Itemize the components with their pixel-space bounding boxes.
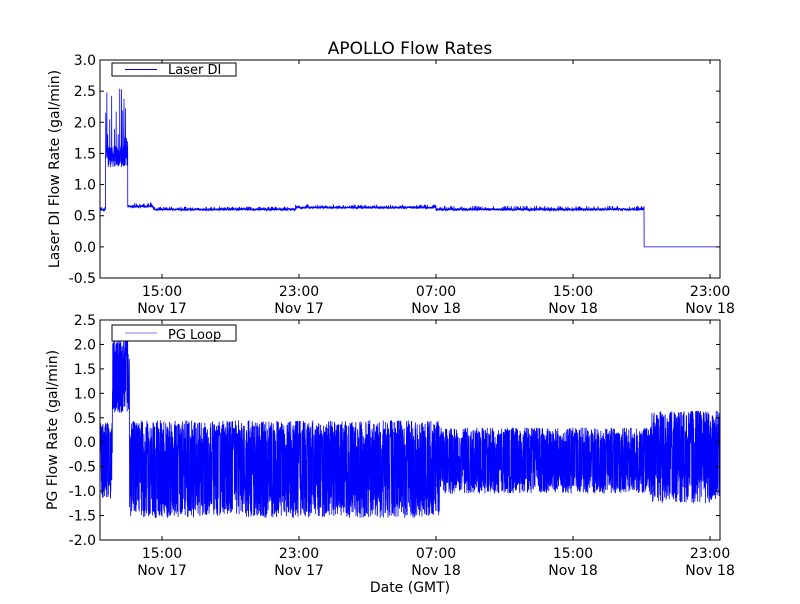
y-tick-label: 1.0 <box>74 386 96 402</box>
axes-frame <box>99 319 721 541</box>
x-tick-label-time: 23:00 <box>279 284 319 300</box>
x-tick-label-time: 23:00 <box>690 284 730 300</box>
y-tick-label: 1.0 <box>74 178 96 194</box>
y-tick-label: -0.5 <box>69 271 96 287</box>
series-line-laser-di <box>100 88 720 248</box>
y-tick-label: 1.5 <box>74 362 96 378</box>
y-tick-label: 2.0 <box>74 337 96 353</box>
x-tick-label-date: Nov 18 <box>685 301 735 317</box>
x-tick-label-date: Nov 18 <box>548 563 598 579</box>
y-axis-label: PG Flow Rate (gal/min) <box>45 350 61 510</box>
series-line-pg-loop <box>100 334 720 518</box>
x-tick-label-date: Nov 18 <box>685 563 735 579</box>
x-axis-label: Date (GMT) <box>370 580 450 596</box>
legend-box <box>111 324 237 342</box>
x-tick-label-time: 07:00 <box>416 546 456 562</box>
y-tick-label: 2.5 <box>74 313 96 329</box>
y-tick-label: -1.5 <box>69 509 96 525</box>
legend-label: PG Loop <box>168 328 221 343</box>
x-tick-label-date: Nov 18 <box>548 301 598 317</box>
x-tick-label-date: Nov 17 <box>137 301 187 317</box>
x-tick-label-time: 23:00 <box>690 546 730 562</box>
legend: PG Loop <box>111 324 237 343</box>
x-tick-label-date: Nov 18 <box>411 563 461 579</box>
y-tick-label: -0.5 <box>69 460 96 476</box>
y-tick-label: 2.5 <box>74 84 96 100</box>
y-tick-label: 3.0 <box>74 53 96 69</box>
y-tick-label: 0.0 <box>74 240 96 256</box>
legend: Laser DI <box>111 62 237 78</box>
x-tick-label-date: Nov 17 <box>274 563 324 579</box>
x-tick-label-date: Nov 17 <box>137 563 187 579</box>
x-tick-label-time: 15:00 <box>142 284 182 300</box>
x-tick-label-date: Nov 18 <box>411 301 461 317</box>
y-tick-label: 0.5 <box>74 411 96 427</box>
y-axis-label: Laser DI Flow Rate (gal/min) <box>47 70 63 268</box>
x-tick-label-date: Nov 17 <box>274 301 324 317</box>
legend-box <box>111 62 237 77</box>
y-tick-label: 0.0 <box>74 435 96 451</box>
y-tick-label: 0.5 <box>74 209 96 225</box>
chart-title: APOLLO Flow Rates <box>328 39 493 59</box>
y-tick-label: 1.5 <box>74 146 96 162</box>
pg-loop-axes: -2.0-1.5-1.0-0.50.00.51.01.52.02.515:00N… <box>45 313 735 579</box>
x-tick-label-time: 07:00 <box>416 284 456 300</box>
y-tick-label: -1.0 <box>69 484 96 500</box>
x-tick-label-time: 23:00 <box>279 546 319 562</box>
axes-frame <box>99 59 721 279</box>
x-tick-label-time: 15:00 <box>553 546 593 562</box>
y-tick-label: 2.0 <box>74 115 96 131</box>
x-tick-label-time: 15:00 <box>553 284 593 300</box>
x-tick-label-time: 15:00 <box>142 546 182 562</box>
legend-label: Laser DI <box>168 63 221 78</box>
y-tick-label: -2.0 <box>69 533 96 549</box>
